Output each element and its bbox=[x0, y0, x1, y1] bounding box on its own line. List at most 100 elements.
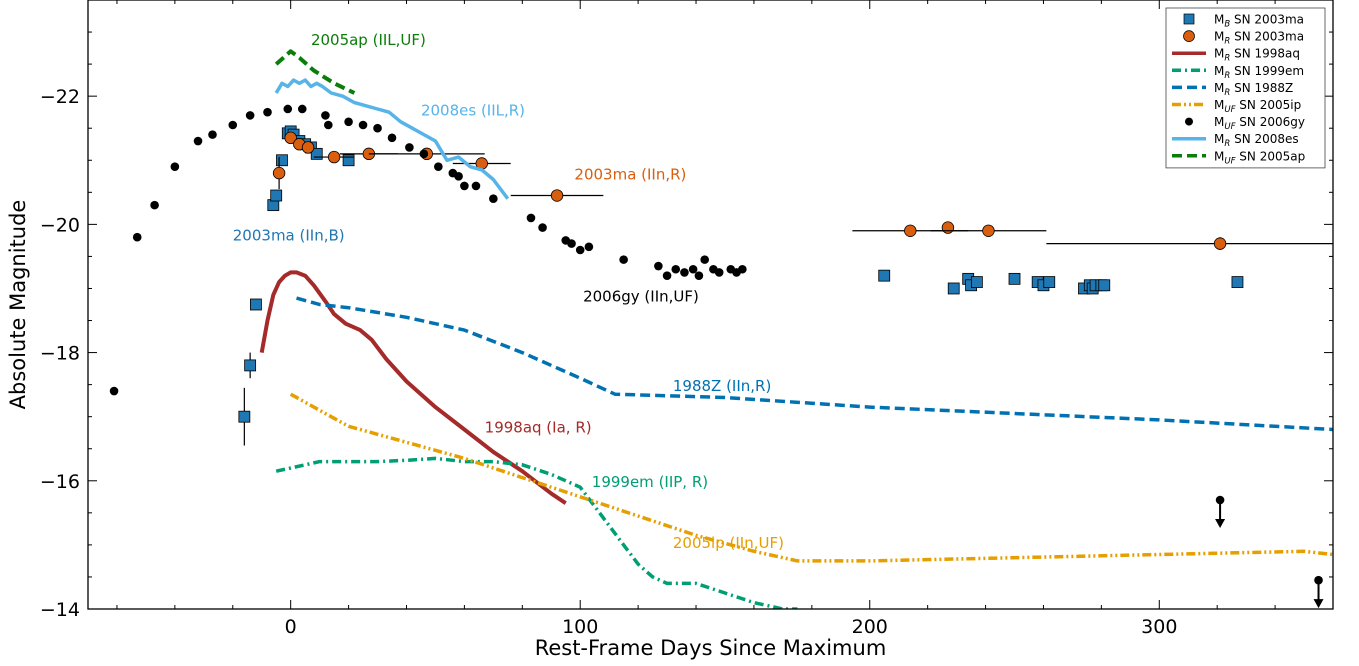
data-point-6-0 bbox=[109, 386, 119, 396]
series-line-5 bbox=[289, 392, 1333, 563]
y-axis-title: Absolute Magnitude bbox=[6, 200, 30, 410]
annotation-8: 2005ip (IIn,UF) bbox=[673, 534, 784, 552]
data-point-6-15 bbox=[373, 123, 382, 133]
annotation-1: 2008es (IIL,R) bbox=[421, 101, 525, 119]
data-point-6-21 bbox=[454, 171, 463, 181]
data-point-6-38 bbox=[700, 255, 710, 264]
data-point-6-14 bbox=[358, 120, 368, 130]
data-point-6-29 bbox=[575, 245, 585, 255]
data-point-6-25 bbox=[526, 213, 536, 223]
legend-entry-6: MUF SN 2006gy bbox=[1214, 115, 1305, 132]
annotation-0: 2005ap (IIL,UF) bbox=[311, 31, 426, 49]
legend-entry-4: MR SN 1988Z bbox=[1214, 81, 1293, 98]
data-point-0-5 bbox=[276, 154, 288, 167]
data-point-0-2 bbox=[250, 298, 262, 311]
data-point-0-29 bbox=[1231, 276, 1244, 288]
data-point-1-10 bbox=[941, 221, 955, 234]
data-point-6-4 bbox=[193, 136, 203, 146]
data-point-1-12 bbox=[1213, 237, 1227, 250]
y-tick-label: −14 bbox=[40, 599, 80, 621]
series-line-3 bbox=[275, 456, 798, 609]
data-point-0-14 bbox=[878, 269, 891, 282]
data-point-0-15 bbox=[947, 282, 960, 295]
data-point-6-16 bbox=[387, 133, 397, 143]
x-tick-label: 300 bbox=[1141, 616, 1177, 638]
legend-swatch-0 bbox=[1183, 13, 1195, 25]
legend-entry-5: MUF SN 2005ip bbox=[1214, 98, 1301, 115]
data-point-0-12 bbox=[310, 147, 323, 160]
legend-entry-8: MUF SN 2005ap bbox=[1214, 149, 1305, 166]
series-0 bbox=[238, 125, 1244, 446]
x-tick-label: 0 bbox=[285, 616, 297, 638]
y-tick-label: −20 bbox=[40, 214, 80, 236]
data-point-0-22 bbox=[1043, 276, 1056, 288]
series-2 bbox=[259, 270, 567, 505]
series-3 bbox=[275, 456, 798, 609]
data-point-6-18 bbox=[419, 149, 429, 159]
data-point-6-17 bbox=[405, 143, 414, 152]
legend-entry-3: MR SN 1999em bbox=[1214, 64, 1304, 81]
data-point-1-8 bbox=[550, 189, 564, 202]
series-line-7 bbox=[274, 78, 510, 200]
legend-swatch-1 bbox=[1183, 30, 1195, 42]
data-point-6-1 bbox=[132, 232, 142, 242]
data-point-6-6 bbox=[228, 120, 238, 130]
x-tick-label: 100 bbox=[562, 616, 598, 638]
data-point-1-1 bbox=[284, 131, 297, 145]
data-point-6-35 bbox=[680, 268, 689, 277]
chart-marks bbox=[109, 49, 1333, 609]
chart-axes: 0 100 200 300 −14 −16 −18 −20 −22 bbox=[40, 0, 1334, 638]
series-4 bbox=[296, 296, 1333, 432]
data-point-0-19 bbox=[1008, 272, 1021, 285]
data-point-6-33 bbox=[662, 271, 672, 280]
series-5 bbox=[289, 392, 1333, 563]
data-point-6-23 bbox=[471, 181, 481, 191]
annotation-2: 2003ma (IIn,R) bbox=[574, 165, 686, 183]
x-tick-label: 200 bbox=[852, 616, 888, 638]
data-point-6-22 bbox=[460, 181, 469, 191]
data-point-6-37 bbox=[694, 271, 704, 280]
data-point-6-19 bbox=[434, 162, 443, 171]
data-point-6-31 bbox=[619, 255, 628, 264]
annotation-6: 1998aq (Ia, R) bbox=[485, 419, 592, 437]
data-point-6-34 bbox=[671, 264, 681, 274]
data-point-6-3 bbox=[170, 162, 180, 171]
data-point-6-5 bbox=[208, 130, 217, 139]
data-point-6-8 bbox=[263, 107, 272, 117]
series-8 bbox=[274, 49, 356, 95]
series-7 bbox=[274, 78, 510, 200]
x-axis-title: Rest-Frame Days Since Maximum bbox=[535, 636, 887, 660]
data-point-6-24 bbox=[489, 194, 498, 204]
data-point-1-11 bbox=[982, 224, 995, 237]
data-point-6-12 bbox=[324, 120, 333, 130]
data-point-6-43 bbox=[738, 264, 747, 274]
data-point-6-44-limit-arrowhead bbox=[1215, 519, 1226, 529]
series-line-8 bbox=[274, 49, 356, 95]
y-tick-label: −22 bbox=[40, 86, 80, 108]
legend-entry-7: MR SN 2008es bbox=[1214, 132, 1299, 149]
annotation-5: 1988Z (IIn,R) bbox=[673, 377, 771, 395]
legend-entry-0: MB SN 2003ma bbox=[1214, 13, 1304, 30]
y-tick-label: −16 bbox=[40, 471, 80, 493]
data-point-1-4 bbox=[327, 150, 341, 164]
data-point-1-9 bbox=[904, 224, 917, 237]
legend-swatch-6 bbox=[1185, 117, 1193, 126]
data-point-0-18 bbox=[970, 276, 983, 288]
legend-entry-1: MR SN 2003ma bbox=[1214, 30, 1304, 47]
y-tick-label: −18 bbox=[40, 343, 80, 365]
data-point-1-0 bbox=[272, 166, 286, 180]
data-point-0-28 bbox=[1098, 279, 1111, 292]
plot-frame bbox=[87, 0, 1334, 610]
series-line-2 bbox=[259, 270, 567, 505]
data-point-6-11 bbox=[321, 111, 330, 120]
data-point-0-1 bbox=[244, 359, 257, 372]
chart-annotations: 2005ap (IIL,UF) 2008es (IIL,R) 2003ma (IIn… bbox=[233, 31, 784, 552]
data-point-6-30 bbox=[584, 242, 594, 252]
series-6 bbox=[109, 104, 1324, 609]
data-point-6-2 bbox=[150, 200, 159, 210]
data-point-6-10 bbox=[297, 104, 307, 114]
data-point-6-13 bbox=[344, 117, 353, 127]
data-point-1-3 bbox=[301, 141, 315, 154]
